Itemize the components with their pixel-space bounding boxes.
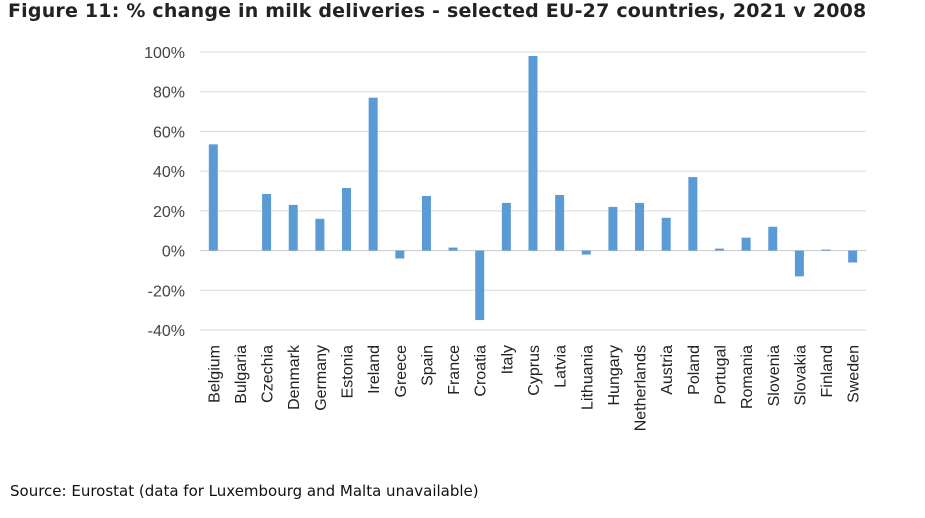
bar-czechia [262, 193, 272, 251]
bar-estonia [342, 188, 352, 251]
x-tick-label-poland: Poland [686, 345, 703, 395]
x-tick-label-italy: Italy [499, 345, 516, 374]
bar-netherlands [635, 202, 645, 251]
bars [208, 55, 858, 321]
y-tick-label: 0% [162, 244, 185, 261]
x-tick-label-france: France [446, 345, 463, 395]
bar-belgium [208, 144, 218, 251]
x-tick-label-romania: Romania [739, 345, 756, 409]
bar-cyprus [528, 55, 538, 251]
y-tick-label: 100% [144, 45, 185, 62]
x-tick-label-lithuania: Lithuania [579, 345, 596, 410]
x-tick-label-latvia: Latvia [553, 345, 570, 388]
x-tick-label-bulgaria: Bulgaria [233, 345, 250, 404]
x-tick-label-austria: Austria [659, 345, 676, 395]
x-axis-tick-labels: Belgium Bulgaria Czechia Denmark Germany Esto… [206, 344, 862, 431]
x-tick-label-slovenia: Slovenia [766, 345, 783, 406]
x-tick-label-denmark: Denmark [286, 344, 303, 410]
y-tick-label: 80% [153, 85, 185, 102]
x-tick-label-portugal: Portugal [712, 345, 729, 405]
bar-sweden [848, 250, 858, 263]
source-note: Source: Eurostat (data for Luxembourg an… [10, 482, 479, 500]
x-tick-label-sweden: Sweden [846, 345, 863, 403]
x-tick-label-cyprus: Cyprus [526, 345, 543, 396]
bar-latvia [555, 194, 565, 251]
bar-spain [421, 195, 431, 251]
y-tick-label: -40% [148, 323, 185, 340]
bar-poland [688, 177, 698, 251]
bar-italy [501, 202, 511, 251]
bar-chart: 100% 80% 60% 40% 20% 0% -20% -40% Belgium Bulgar… [144, 45, 866, 431]
x-tick-label-greece: Greece [393, 345, 410, 398]
y-tick-label: -20% [148, 283, 185, 300]
chart-title: Figure 11: % change in milk deliveries -… [8, 0, 867, 22]
x-tick-label-spain: Spain [419, 345, 436, 386]
bar-denmark [288, 204, 298, 251]
x-tick-label-netherlands: Netherlands [633, 345, 650, 431]
bar-finland [821, 249, 831, 251]
bar-greece [395, 250, 405, 259]
x-tick-label-belgium: Belgium [206, 345, 223, 403]
x-tick-label-hungary: Hungary [606, 345, 623, 405]
bar-lithuania [581, 250, 591, 255]
x-tick-label-slovakia: Slovakia [792, 345, 809, 406]
y-tick-label: 20% [153, 204, 185, 221]
x-tick-label-czechia: Czechia [260, 345, 277, 403]
bar-portugal [714, 248, 724, 251]
bar-romania [741, 237, 751, 251]
bar-austria [661, 217, 671, 251]
bar-slovenia [768, 226, 778, 251]
x-tick-label-estonia: Estonia [340, 345, 357, 398]
bar-croatia [475, 250, 485, 321]
y-axis-tick-labels: 100% 80% 60% 40% 20% 0% -20% -40% [144, 45, 185, 340]
x-tick-label-ireland: Ireland [366, 345, 383, 394]
x-tick-label-croatia: Croatia [473, 345, 490, 397]
y-tick-label: 60% [153, 124, 185, 141]
bar-france [448, 247, 458, 251]
x-tick-label-finland: Finland [819, 345, 836, 397]
y-tick-label: 40% [153, 164, 185, 181]
bar-hungary [608, 206, 618, 251]
bar-ireland [368, 97, 378, 251]
bar-germany [315, 218, 325, 251]
x-tick-label-germany: Germany [313, 345, 330, 411]
bar-slovakia [794, 250, 804, 277]
